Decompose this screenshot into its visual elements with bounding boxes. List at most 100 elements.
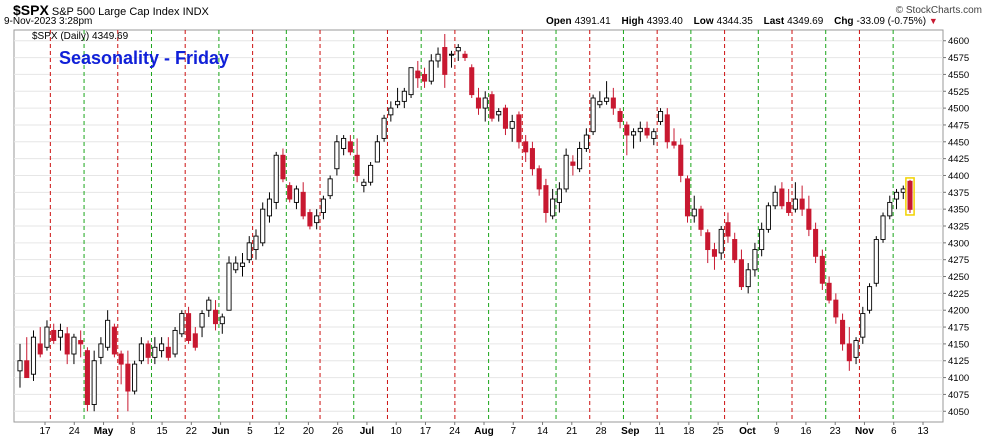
candle-body (388, 107, 394, 116)
y-tick-label: 4600 (948, 36, 969, 47)
x-tick-label: 21 (566, 426, 578, 437)
candle-body (179, 313, 185, 335)
y-tick-label: 4375 (948, 188, 969, 199)
x-tick-label: 6 (891, 426, 897, 437)
candle-body (287, 185, 293, 200)
candle-body (374, 141, 380, 163)
candle-body (604, 97, 610, 102)
x-tick-label: Jul (360, 426, 375, 437)
candle-body (806, 208, 812, 230)
candle-body (698, 208, 704, 230)
candle-body (718, 228, 724, 254)
y-tick-label: 4175 (948, 323, 969, 334)
candle-body (381, 117, 387, 139)
candle-body (577, 148, 583, 170)
y-tick-label: 4250 (948, 272, 969, 283)
candle-body (671, 141, 677, 146)
candle-body (448, 53, 455, 56)
x-tick-label: 23 (830, 426, 842, 437)
candle-body (779, 188, 785, 207)
candle-body (300, 191, 306, 217)
y-tick-label: 4575 (948, 53, 969, 64)
candle-body (415, 70, 421, 79)
candle-body (745, 269, 751, 288)
y-tick-label: 4225 (948, 289, 969, 300)
candle-body (152, 346, 158, 358)
candle-body (651, 131, 657, 139)
candle-body (772, 191, 778, 207)
candle-body (71, 336, 77, 355)
candle-body (199, 313, 205, 328)
y-tick-label: 4475 (948, 120, 969, 131)
x-tick-label: 22 (186, 426, 198, 437)
x-tick-label: 20 (303, 426, 315, 437)
candle-body (354, 154, 360, 176)
candle-body (57, 329, 63, 338)
candle-body (37, 343, 43, 355)
x-tick-label: 9 (774, 426, 780, 437)
candle-body (428, 60, 434, 82)
candle-body (91, 360, 97, 405)
x-tick-label: 8 (130, 426, 136, 437)
x-tick-label: 10 (391, 426, 403, 437)
candle-body (907, 180, 913, 210)
candle-body (395, 100, 401, 106)
candle-body (30, 336, 37, 375)
candle-body (314, 215, 320, 224)
candle-body (597, 100, 603, 106)
candle-body (786, 201, 792, 213)
candle-body (442, 47, 448, 75)
candle-body (860, 313, 866, 338)
high-value: 4393.40 (646, 16, 683, 27)
candle-body (509, 121, 515, 129)
x-tick-label: 25 (713, 426, 725, 437)
x-tick-label: 18 (683, 426, 695, 437)
last-label: Last (763, 16, 785, 27)
candle-body (644, 127, 650, 136)
candle-body (206, 299, 212, 311)
candle-body (422, 73, 428, 82)
candle-body (617, 111, 623, 123)
candle-body (401, 90, 407, 102)
candle-body (307, 212, 313, 227)
candle-body (138, 343, 144, 362)
candle-body (610, 97, 616, 109)
x-tick-label: 17 (420, 426, 432, 437)
candle-body (637, 127, 643, 133)
y-tick-label: 4125 (948, 356, 969, 367)
candle-body (165, 346, 171, 358)
candle-body (563, 154, 569, 190)
y-tick-label: 4275 (948, 255, 969, 266)
x-axis: 17 24 May 8 15 22 Jun 5 12 20 26 Jul 10 17 24 Aug 7 14 21 2… (39, 422, 929, 437)
y-tick-label: 4150 (948, 339, 969, 350)
x-tick-label: May (94, 426, 114, 437)
candle-body (435, 53, 441, 62)
y-tick-label: 4050 (948, 407, 969, 418)
candle-body (893, 191, 900, 200)
candle-body (583, 134, 589, 149)
candle-body (657, 111, 664, 123)
y-axis: 4050 4075 4100 4125 4150 4175 4200 4225 4250 4275… (943, 36, 969, 418)
candle-body (361, 181, 367, 187)
x-tick-label: Sep (621, 426, 639, 437)
low-label: Low (693, 16, 714, 27)
candle-body (64, 333, 70, 355)
candle-body (678, 144, 684, 176)
candle-body (462, 53, 468, 59)
candle-body (320, 198, 326, 213)
candle-body (159, 343, 165, 352)
x-tick-label: 7 (510, 426, 516, 437)
candle-body (132, 363, 138, 392)
last-candle-highlight (905, 177, 915, 216)
x-tick-label: Aug (474, 426, 493, 437)
candle-body (873, 239, 879, 284)
candle-body (833, 299, 839, 318)
candle-body (631, 131, 637, 136)
x-tick-label: 14 (537, 426, 549, 437)
x-tick-label: Nov (855, 426, 874, 437)
candle-body (765, 205, 771, 230)
y-tick-label: 4325 (948, 222, 969, 233)
chg-value: -33.09 (-0.75%) (856, 16, 927, 27)
y-tick-label: 4425 (948, 154, 969, 165)
candle-body (502, 107, 508, 129)
